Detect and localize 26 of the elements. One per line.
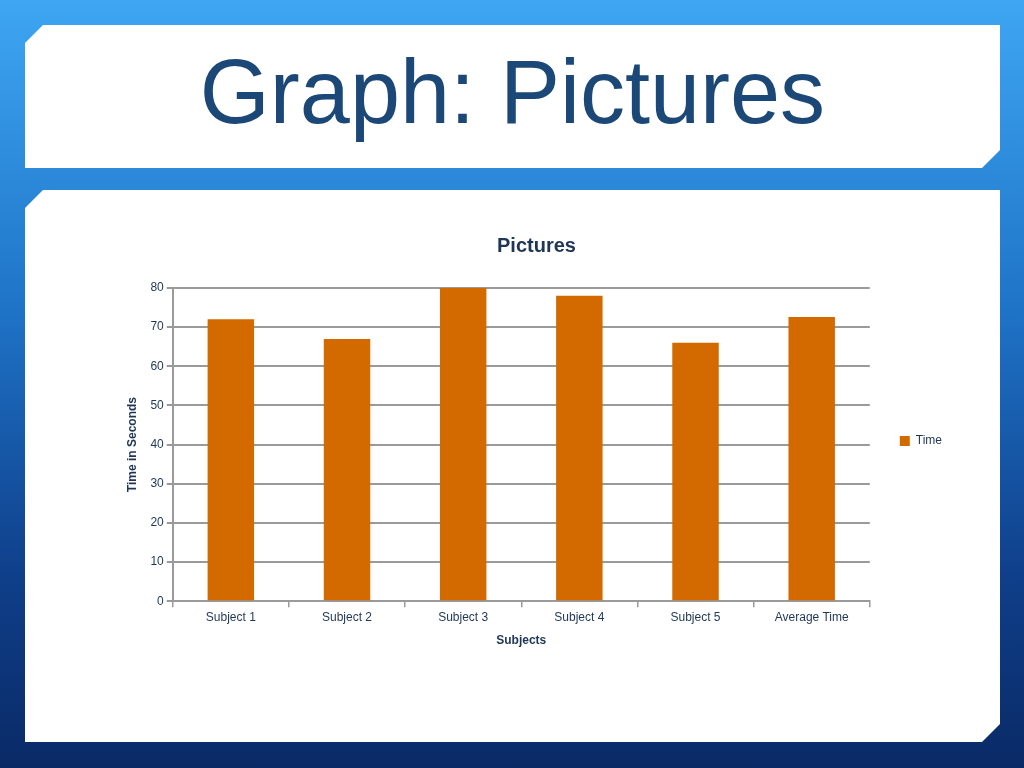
x-tick-label: Average Time [774, 609, 849, 624]
bar [672, 342, 719, 601]
y-tick-label: 10 [150, 554, 165, 569]
y-tick-label: 50 [150, 397, 165, 412]
x-tick-label: Subject 3 [438, 609, 489, 624]
y-tick-label: 70 [150, 319, 165, 334]
y-tick-label: 40 [150, 436, 165, 451]
chart-subtitle: Pictures [497, 233, 576, 256]
chart-title: Graph: Pictures [199, 41, 826, 142]
legend-label: Time [915, 433, 943, 448]
y-axis-title: Time in Seconds [124, 396, 139, 493]
y-tick-label: 80 [150, 280, 165, 295]
y-tick-label: 20 [150, 515, 165, 530]
x-tick-label: Subject 5 [670, 609, 721, 624]
x-axis-title: Subjects [496, 633, 547, 648]
bar [439, 288, 487, 601]
bar [556, 295, 603, 601]
bar [788, 316, 835, 601]
y-tick-label: 60 [150, 358, 165, 373]
x-tick-label: Subject 1 [205, 609, 257, 624]
y-tick-label: 0 [157, 593, 165, 608]
x-tick-label: Subject 4 [554, 609, 605, 624]
y-tick-label: 30 [150, 476, 165, 491]
bar [323, 338, 371, 601]
x-tick-label: Subject 2 [321, 609, 373, 624]
bar [207, 319, 255, 601]
